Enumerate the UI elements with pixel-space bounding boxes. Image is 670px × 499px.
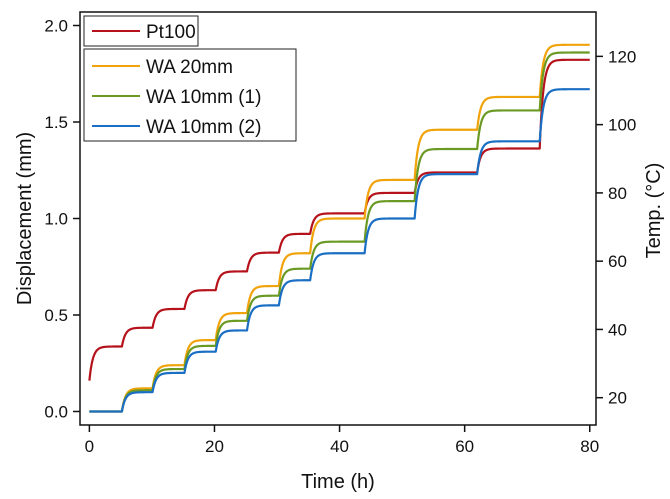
legend-label-wa-10mm-1: WA 10mm (1) bbox=[146, 87, 261, 108]
x-tick-label: 40 bbox=[330, 437, 349, 456]
x-tick-label: 80 bbox=[580, 437, 599, 456]
y2-tick-label: 80 bbox=[608, 184, 627, 203]
y2-tick-label: 20 bbox=[608, 389, 627, 408]
x-axis-label: Time (h) bbox=[301, 471, 375, 493]
y-tick-label: 1.0 bbox=[44, 210, 68, 229]
x-tick-label: 60 bbox=[455, 437, 474, 456]
y2-tick-label: 100 bbox=[608, 116, 636, 135]
legend-label-pt100: Pt100 bbox=[146, 22, 196, 43]
series-line-wa-10mm-2 bbox=[88, 88, 591, 413]
y-axis-label: Displacement (mm) bbox=[14, 132, 36, 305]
series-line-wa-20mm bbox=[88, 43, 591, 413]
x-tick-label: 20 bbox=[205, 437, 224, 456]
y2-axis-label: Temp. (°C) bbox=[643, 163, 665, 259]
y-tick-label: 2.0 bbox=[44, 17, 68, 36]
y-tick-label: 0.5 bbox=[44, 306, 68, 325]
legend-label-wa-20mm: WA 20mm bbox=[146, 57, 233, 78]
y2-tick-label: 40 bbox=[608, 320, 627, 339]
y-tick-label: 0.0 bbox=[44, 402, 68, 421]
plot-area bbox=[88, 43, 591, 413]
x-tick-label: 0 bbox=[85, 437, 94, 456]
series-line-pt100 bbox=[88, 58, 591, 381]
y2-tick-label: 60 bbox=[608, 252, 627, 271]
y-tick-label: 1.5 bbox=[44, 113, 68, 132]
legend: Pt100 WA 20mm WA 10mm (1) WA 10mm (2) bbox=[83, 15, 297, 142]
y2-tick-label: 120 bbox=[608, 47, 636, 66]
legend-label-wa-10mm-2: WA 10mm (2) bbox=[146, 117, 261, 138]
series-line-wa-10mm-1 bbox=[88, 51, 591, 413]
axes: Time (h) Displacement (mm) Temp. (°C) 0 2… bbox=[14, 11, 665, 493]
